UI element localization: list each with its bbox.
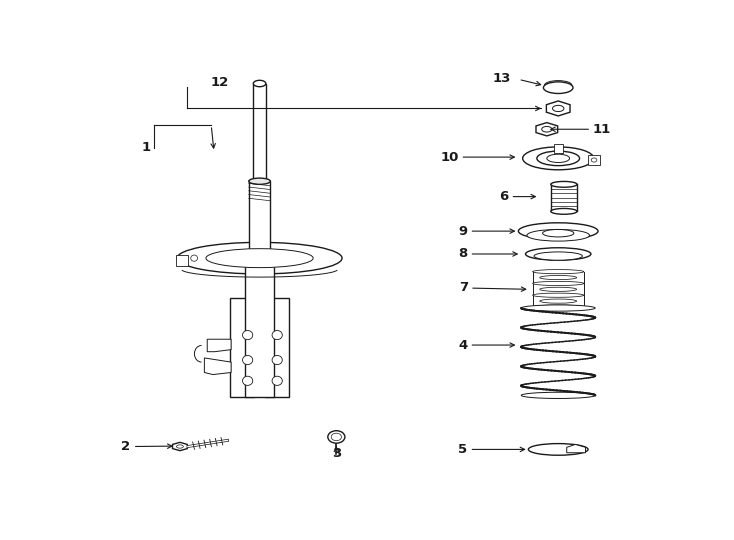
Ellipse shape: [242, 376, 252, 386]
Text: 2: 2: [121, 440, 131, 453]
Polygon shape: [546, 101, 570, 116]
Text: 8: 8: [458, 247, 468, 260]
Text: 6: 6: [499, 190, 508, 203]
FancyBboxPatch shape: [553, 144, 563, 153]
Text: 11: 11: [592, 123, 611, 136]
Text: 3: 3: [332, 447, 341, 460]
FancyBboxPatch shape: [249, 181, 270, 256]
Ellipse shape: [242, 355, 252, 364]
FancyBboxPatch shape: [253, 84, 266, 181]
Text: 5: 5: [458, 443, 468, 456]
Polygon shape: [536, 123, 558, 136]
Ellipse shape: [249, 178, 270, 184]
Text: 10: 10: [440, 151, 459, 164]
Text: 13: 13: [492, 72, 511, 85]
Ellipse shape: [550, 208, 577, 214]
FancyBboxPatch shape: [230, 298, 254, 397]
Text: 1: 1: [141, 141, 150, 154]
Ellipse shape: [543, 82, 573, 93]
Ellipse shape: [534, 252, 582, 260]
FancyBboxPatch shape: [244, 263, 275, 397]
Ellipse shape: [539, 299, 577, 303]
Ellipse shape: [518, 223, 598, 239]
Ellipse shape: [527, 230, 589, 241]
FancyBboxPatch shape: [265, 298, 289, 397]
Ellipse shape: [533, 305, 584, 309]
Ellipse shape: [272, 376, 283, 386]
Polygon shape: [207, 339, 231, 352]
Ellipse shape: [253, 80, 266, 87]
Ellipse shape: [272, 330, 283, 340]
Ellipse shape: [539, 287, 577, 292]
Ellipse shape: [533, 269, 584, 274]
Text: 12: 12: [211, 76, 229, 89]
Ellipse shape: [591, 158, 597, 162]
Ellipse shape: [542, 230, 574, 237]
Ellipse shape: [526, 248, 591, 260]
Ellipse shape: [521, 305, 595, 311]
Ellipse shape: [176, 445, 184, 448]
Polygon shape: [172, 442, 187, 451]
Ellipse shape: [550, 181, 577, 187]
Ellipse shape: [331, 433, 341, 441]
Text: 7: 7: [459, 281, 468, 294]
Ellipse shape: [539, 275, 577, 280]
Ellipse shape: [523, 147, 594, 170]
Ellipse shape: [537, 151, 580, 166]
Ellipse shape: [521, 392, 595, 399]
Ellipse shape: [242, 330, 252, 340]
Ellipse shape: [547, 154, 570, 163]
Polygon shape: [204, 358, 231, 375]
Polygon shape: [567, 444, 586, 453]
Ellipse shape: [191, 255, 197, 261]
Text: 4: 4: [458, 339, 468, 352]
Ellipse shape: [553, 105, 564, 112]
Ellipse shape: [533, 293, 584, 298]
Ellipse shape: [528, 443, 588, 455]
Text: 9: 9: [458, 225, 468, 238]
Ellipse shape: [206, 248, 313, 268]
Ellipse shape: [177, 242, 342, 274]
Ellipse shape: [533, 281, 584, 286]
Ellipse shape: [542, 126, 552, 132]
Ellipse shape: [328, 431, 345, 443]
FancyBboxPatch shape: [176, 255, 189, 266]
FancyBboxPatch shape: [588, 156, 600, 165]
Ellipse shape: [272, 355, 283, 364]
